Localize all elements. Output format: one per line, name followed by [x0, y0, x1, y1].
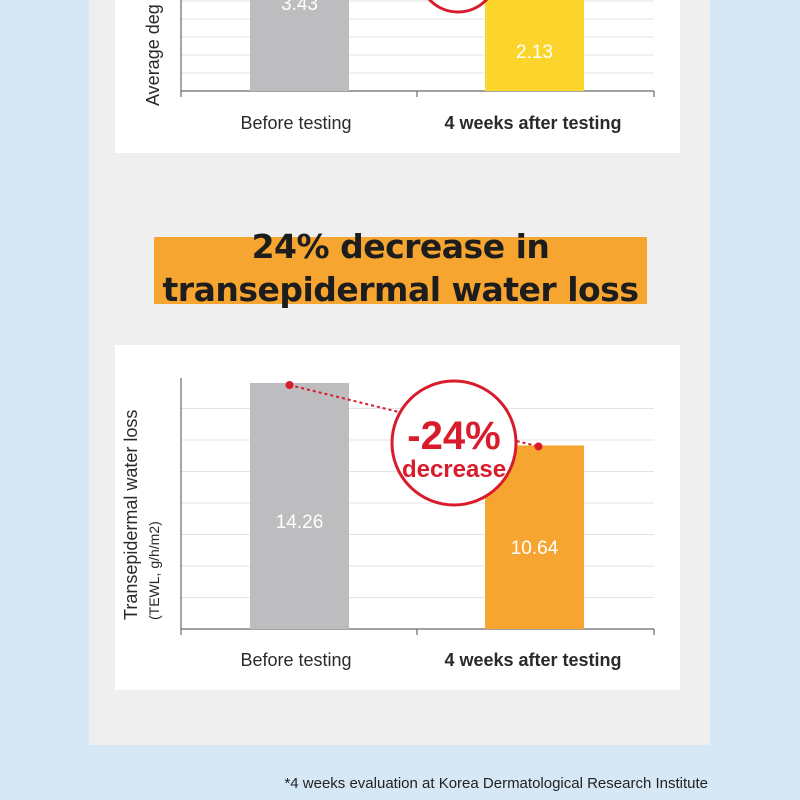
decrease-badge-value: -24%	[407, 414, 500, 458]
y-axis-sublabel: (TEWL, g/h/m2)	[146, 521, 162, 620]
y-axis-label: Transepidermal water loss	[121, 410, 141, 620]
headline-highlight	[154, 237, 647, 304]
chart-card-average-degree: 3.43 2.13 Before testing 4 weeks after test…	[115, 0, 680, 153]
footnote: *4 weeks evaluation at Korea Dermatologi…	[284, 775, 708, 792]
bar-value-label: 10.64	[511, 538, 559, 559]
bar-tewl-1	[250, 383, 349, 629]
decrease-badge-text: decrease	[402, 456, 506, 483]
decrease-badge-circle	[427, 0, 489, 14]
connector-dot-end	[534, 442, 543, 451]
headline-banner: 24% decrease in transepidermal water los…	[154, 225, 647, 315]
headline-line-1: 24% decrease in	[251, 227, 550, 266]
bar-value-label: 3.43	[281, 0, 318, 15]
bar-value-label: 14.26	[276, 512, 324, 533]
x-tick-label-1: Before testing	[240, 113, 351, 133]
x-tick-label-2: 4 weeks after testing	[444, 650, 621, 670]
headline-text: 24% decrease in transepidermal water los…	[154, 225, 647, 311]
connector-dot-start	[285, 381, 294, 390]
decrease-badge-circle	[390, 379, 518, 507]
chart-card-tewl: 14.26 10.64 Before testing 4 weeks after te…	[115, 345, 680, 690]
headline-line-2: transepidermal water loss	[162, 270, 639, 309]
chart-average-degree: 3.43 2.13 Before testing 4 weeks after test…	[143, 0, 655, 133]
bar-value-label: 2.13	[516, 42, 553, 63]
x-tick-label-1: Before testing	[240, 650, 351, 670]
bar-average-degree-2	[485, 0, 584, 91]
bar-average-degree-1	[250, 0, 349, 92]
y-axis-label: Average deg	[143, 4, 163, 106]
x-tick-label-2: 4 weeks after testing	[444, 113, 621, 133]
chart-tewl: 14.26 10.64 Before testing 4 weeks after te…	[121, 378, 655, 670]
